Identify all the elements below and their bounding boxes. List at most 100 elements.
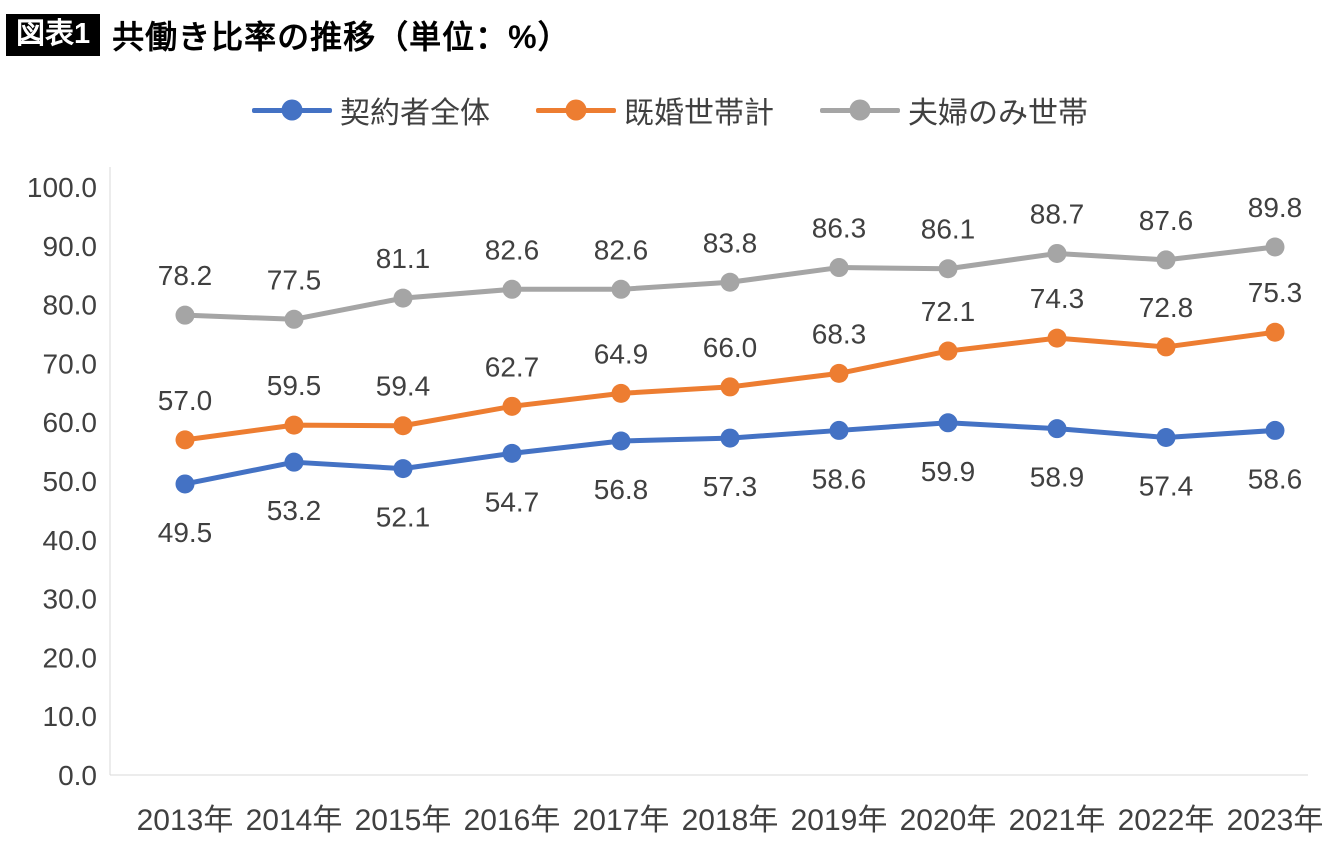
series-data-label: 72.1: [921, 296, 976, 327]
series-data-point: [393, 416, 413, 436]
series-data-label: 59.9: [921, 456, 976, 487]
series-data-label: 88.7: [1030, 198, 1085, 229]
series-data-point: [393, 288, 413, 308]
legend-dot-marker: [281, 99, 303, 121]
y-tick-label: 30.0: [43, 584, 98, 615]
series-data-label: 53.2: [267, 495, 322, 526]
series-data-point: [611, 279, 631, 299]
series-data-label: 82.6: [594, 234, 649, 265]
series-data-label: 57.3: [703, 471, 758, 502]
series-data-point: [720, 428, 740, 448]
series-data-label: 82.6: [485, 234, 540, 265]
series-data-point: [175, 474, 195, 494]
series-data-label: 72.8: [1139, 292, 1194, 323]
x-tick-label: 2017年: [573, 804, 670, 837]
series-data-label: 59.4: [376, 371, 431, 402]
series-data-point: [502, 443, 522, 463]
series-data-point: [1047, 328, 1067, 348]
chart-title: 共働き比率の推移（単位：%）: [112, 19, 571, 55]
y-tick-label: 100.0: [27, 172, 97, 203]
series-data-label: 57.4: [1139, 470, 1194, 501]
series-data-point: [611, 383, 631, 403]
chart-legend: 契約者全体 既婚世帯計 夫婦のみ世帯: [0, 86, 1340, 134]
series-data-label: 57.0: [158, 385, 213, 416]
legend-label: 契約者全体: [340, 97, 490, 130]
y-tick-label: 90.0: [43, 231, 98, 262]
series-data-label: 81.1: [376, 243, 431, 274]
series-data-label: 54.7: [485, 486, 540, 517]
legend-item: 契約者全体: [252, 88, 490, 132]
x-tick-label: 2015年: [355, 804, 452, 837]
series-data-point: [829, 258, 849, 278]
series-data-label: 78.2: [158, 260, 213, 291]
series-data-point: [1265, 237, 1285, 257]
series-data-label: 77.5: [267, 264, 322, 295]
series-data-point: [611, 431, 631, 451]
series-data-point: [502, 396, 522, 416]
series-data-point: [829, 363, 849, 383]
x-tick-label: 2019年: [791, 804, 888, 837]
series-data-label: 62.7: [485, 351, 540, 382]
legend-line-marker: [536, 99, 616, 121]
legend-item: 既婚世帯計: [536, 88, 774, 132]
legend-dot-marker: [565, 99, 587, 121]
series-data-point: [284, 452, 304, 472]
series-data-point: [1047, 243, 1067, 263]
series-data-point: [284, 309, 304, 329]
series-data-label: 68.3: [812, 318, 867, 349]
x-tick-label: 2014年: [246, 804, 343, 837]
series-data-point: [829, 420, 849, 440]
series-data-label: 64.9: [594, 338, 649, 369]
series-data-point: [502, 279, 522, 299]
series-data-label: 74.3: [1030, 283, 1085, 314]
series-data-label: 86.3: [812, 213, 867, 244]
y-tick-label: 20.0: [43, 642, 98, 673]
series-data-point: [1156, 337, 1176, 357]
series-data-label: 87.6: [1139, 205, 1194, 236]
y-tick-label: 80.0: [43, 290, 98, 321]
series-data-label: 83.8: [703, 227, 758, 258]
x-tick-label: 2013年: [137, 804, 234, 837]
y-tick-label: 50.0: [43, 466, 98, 497]
series-data-label: 58.9: [1030, 462, 1085, 493]
x-tick-label: 2021年: [1009, 804, 1106, 837]
series-data-point: [938, 341, 958, 361]
series-data-point: [284, 415, 304, 435]
series-data-label: 86.1: [921, 214, 976, 245]
x-tick-label: 2020年: [900, 804, 997, 837]
series-data-point: [720, 377, 740, 397]
series-data-label: 89.8: [1248, 192, 1303, 223]
series-data-label: 58.6: [1248, 463, 1303, 494]
series-data-label: 75.3: [1248, 277, 1303, 308]
legend-label: 既婚世帯計: [624, 97, 774, 130]
x-tick-label: 2023年: [1227, 804, 1324, 837]
x-tick-label: 2018年: [682, 804, 779, 837]
series-data-point: [175, 305, 195, 325]
figure-badge: 図表1: [6, 14, 101, 56]
series-data-point: [1265, 322, 1285, 342]
x-tick-label: 2016年: [464, 804, 561, 837]
legend-dot-marker: [849, 99, 871, 121]
series-data-label: 58.6: [812, 463, 867, 494]
series-data-point: [1047, 419, 1067, 439]
x-tick-label: 2022年: [1118, 804, 1215, 837]
y-tick-label: 60.0: [43, 407, 98, 438]
series-data-point: [938, 413, 958, 433]
legend-label: 夫婦のみ世帯: [908, 97, 1088, 130]
series-data-point: [1156, 427, 1176, 447]
series-data-label: 66.0: [703, 332, 758, 363]
y-tick-label: 10.0: [43, 701, 98, 732]
legend-item: 夫婦のみ世帯: [820, 88, 1088, 132]
series-data-point: [1156, 250, 1176, 270]
series-data-label: 56.8: [594, 474, 649, 505]
series-data-label: 59.5: [267, 370, 322, 401]
series-data-point: [393, 459, 413, 479]
series-data-point: [938, 259, 958, 279]
line-chart: 0.0 10.0 20.0 30.0 40.0 50.0 60.0 70.0 80.0 90.0 1…: [27, 167, 1324, 837]
y-tick-label: 40.0: [43, 525, 98, 556]
y-tick-label: 70.0: [43, 348, 98, 379]
series-data-point: [175, 430, 195, 450]
legend-line-marker: [252, 99, 332, 121]
figure-header: 図表1 共働き比率の推移（単位：%）: [6, 12, 571, 58]
